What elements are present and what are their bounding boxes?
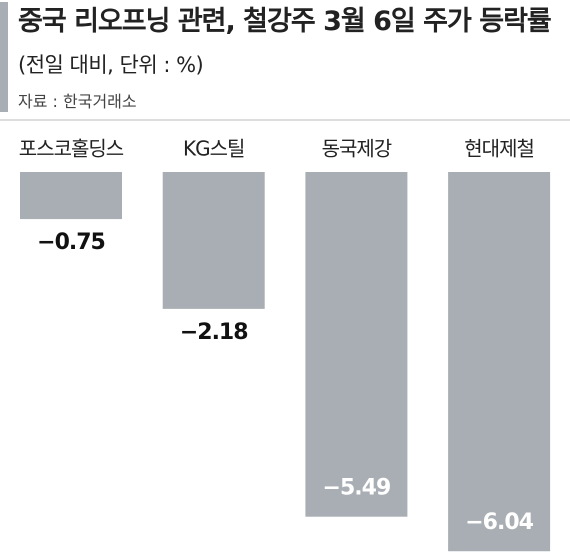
accent-bar [0,2,8,112]
bar [162,172,265,309]
value-label: −2.18 [180,320,248,345]
bar [305,172,408,517]
value-label: −5.49 [323,476,391,501]
bar [448,172,551,552]
chart-subtitle: (전일 대비, 단위 : %) [18,53,204,77]
header: 중국 리오프닝 관련, 철강주 3월 6일 주가 등락률 (전일 대비, 단위 … [0,0,570,118]
x-tick-label: 현대제철 [464,137,534,161]
value-label: −6.04 [465,510,533,535]
x-tick-label: 포스코홀딩스 [19,137,124,161]
title-block: 중국 리오프닝 관련, 철강주 3월 6일 주가 등락률 (전일 대비, 단위 … [18,2,568,87]
x-tick-label: 동국제강 [322,137,392,161]
chart-title: 중국 리오프닝 관련, 철강주 3월 6일 주가 등락률 [18,6,552,37]
x-tick-label: KG스틸 [183,137,244,161]
bar [20,172,122,220]
source-note: 자료 : 한국거래소 [18,92,137,111]
value-label: −0.75 [37,230,105,255]
